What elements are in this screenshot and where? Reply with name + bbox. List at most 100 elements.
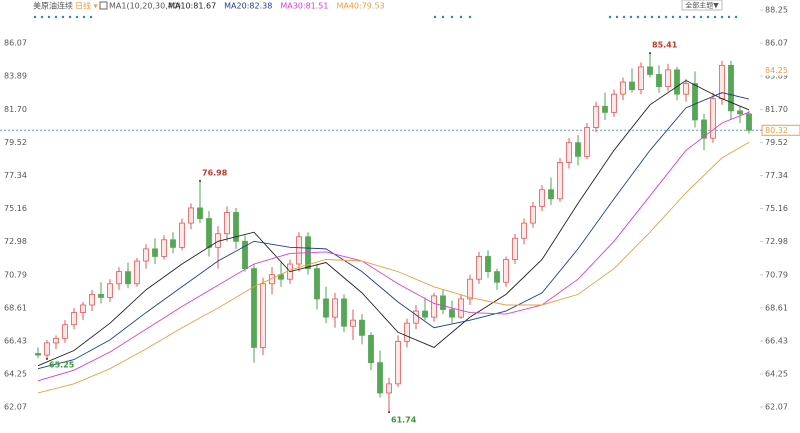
- candle-body: [53, 337, 59, 344]
- ma-line: [37, 80, 750, 367]
- candle-body: [44, 342, 50, 356]
- y-tick-label-right: 66.43: [765, 336, 788, 345]
- event-dot: [629, 15, 633, 19]
- event-dot: [40, 15, 44, 19]
- y-tick-label-left: 68.61: [4, 303, 27, 312]
- extreme-marker: [46, 357, 48, 360]
- candle-body: [143, 248, 149, 262]
- extreme-label: 65.25: [49, 360, 75, 369]
- y-tick-label-left: 79.52: [4, 138, 27, 147]
- event-dot: [685, 15, 689, 19]
- candle-body: [485, 256, 491, 273]
- candle-body: [71, 312, 77, 326]
- event-dot: [622, 15, 626, 19]
- event-dot: [650, 15, 654, 19]
- event-dot: [643, 15, 647, 19]
- candle-body: [134, 260, 140, 285]
- candle-body: [584, 127, 590, 157]
- candle-body: [620, 81, 626, 95]
- candle-body: [692, 83, 698, 121]
- legend-entry: MA20:82.38: [224, 2, 272, 11]
- candle-body: [683, 83, 689, 95]
- candle-body: [152, 248, 158, 257]
- candle-body: [161, 239, 167, 257]
- event-dot: [706, 15, 710, 19]
- y-tick-label-left: 70.79: [4, 270, 27, 279]
- y-tick-label-right: 72.98: [765, 237, 788, 246]
- extreme-label: 76.98: [202, 168, 228, 177]
- legend-entry: MA40:79.53: [336, 2, 384, 11]
- candle-body: [89, 293, 95, 306]
- candle-body: [701, 119, 707, 139]
- y-tick-label-left: 83.89: [4, 72, 27, 81]
- candle-body: [665, 69, 671, 87]
- event-dot: [441, 15, 445, 19]
- candle-body: [188, 207, 194, 224]
- y-tick-label-left: 62.07: [4, 403, 27, 412]
- y-tick-label-left: 66.43: [4, 336, 27, 345]
- candle-body: [728, 64, 734, 112]
- event-dot: [664, 15, 668, 19]
- candle-body: [710, 98, 716, 139]
- event-dot: [615, 15, 619, 19]
- candle-body: [530, 206, 536, 224]
- current-price-label: 80.32: [765, 126, 788, 135]
- candle-body: [350, 319, 356, 327]
- period[interactable]: 日线 ▾: [75, 1, 98, 11]
- candle-body: [503, 259, 509, 283]
- event-dot: [657, 15, 661, 19]
- candle-body: [476, 256, 482, 280]
- candle-body: [242, 240, 248, 269]
- event-dot: [699, 15, 703, 19]
- candle-body: [413, 310, 419, 324]
- indicator-icon[interactable]: [99, 1, 108, 10]
- theme-button-label[interactable]: 全部主题▼: [685, 1, 719, 10]
- y-tick-label-right: 86.07: [765, 39, 788, 48]
- event-dot: [68, 15, 72, 19]
- y-tick-label-left: 86.07: [4, 39, 27, 48]
- y-tick-label-right: 68.61: [765, 303, 788, 312]
- legend-entry: MA10:81.67: [168, 2, 216, 11]
- candle-body: [233, 212, 239, 242]
- candle-body: [494, 271, 500, 283]
- event-dot: [692, 15, 696, 19]
- candle-body: [611, 93, 617, 113]
- candle-body: [80, 304, 86, 313]
- candle-body: [458, 298, 464, 318]
- candle-body: [170, 239, 176, 248]
- extreme-label: 85.41: [652, 41, 678, 50]
- y-tick-label-right: 62.07: [765, 403, 788, 412]
- y-tick-label-right: 79.52: [765, 138, 788, 147]
- candle-body: [404, 322, 410, 342]
- event-dot: [459, 15, 463, 19]
- extreme-label: 61.74: [391, 416, 417, 425]
- y-tick-label-right: 81.70: [765, 105, 788, 114]
- y-tick-label-left: 64.25: [4, 370, 27, 379]
- extreme-marker: [388, 411, 390, 414]
- candle-body: [197, 207, 203, 219]
- y-tick-label-left: 81.70: [4, 105, 27, 114]
- candle-body: [557, 162, 563, 200]
- candle-body: [35, 353, 41, 356]
- theme-button[interactable]: [681, 0, 723, 11]
- candle-body: [467, 278, 473, 300]
- candle-body: [674, 69, 680, 95]
- event-dot: [734, 15, 738, 19]
- candle-body: [593, 105, 599, 128]
- candle-body: [512, 237, 518, 260]
- event-dot: [671, 15, 675, 19]
- ma-line: [37, 141, 750, 394]
- current-price-box: [761, 124, 800, 136]
- extreme-marker: [199, 179, 201, 182]
- y-tick-label-left: 75.16: [4, 204, 27, 213]
- candle-body: [656, 74, 662, 87]
- y-tick-label-right: 83.89: [765, 72, 788, 81]
- candle-body: [377, 362, 383, 394]
- candle-body: [746, 113, 752, 131]
- candle-body: [314, 268, 320, 300]
- ma-line: [37, 92, 750, 370]
- candle-body: [206, 218, 212, 248]
- event-dot: [713, 15, 717, 19]
- event-dot: [450, 15, 454, 19]
